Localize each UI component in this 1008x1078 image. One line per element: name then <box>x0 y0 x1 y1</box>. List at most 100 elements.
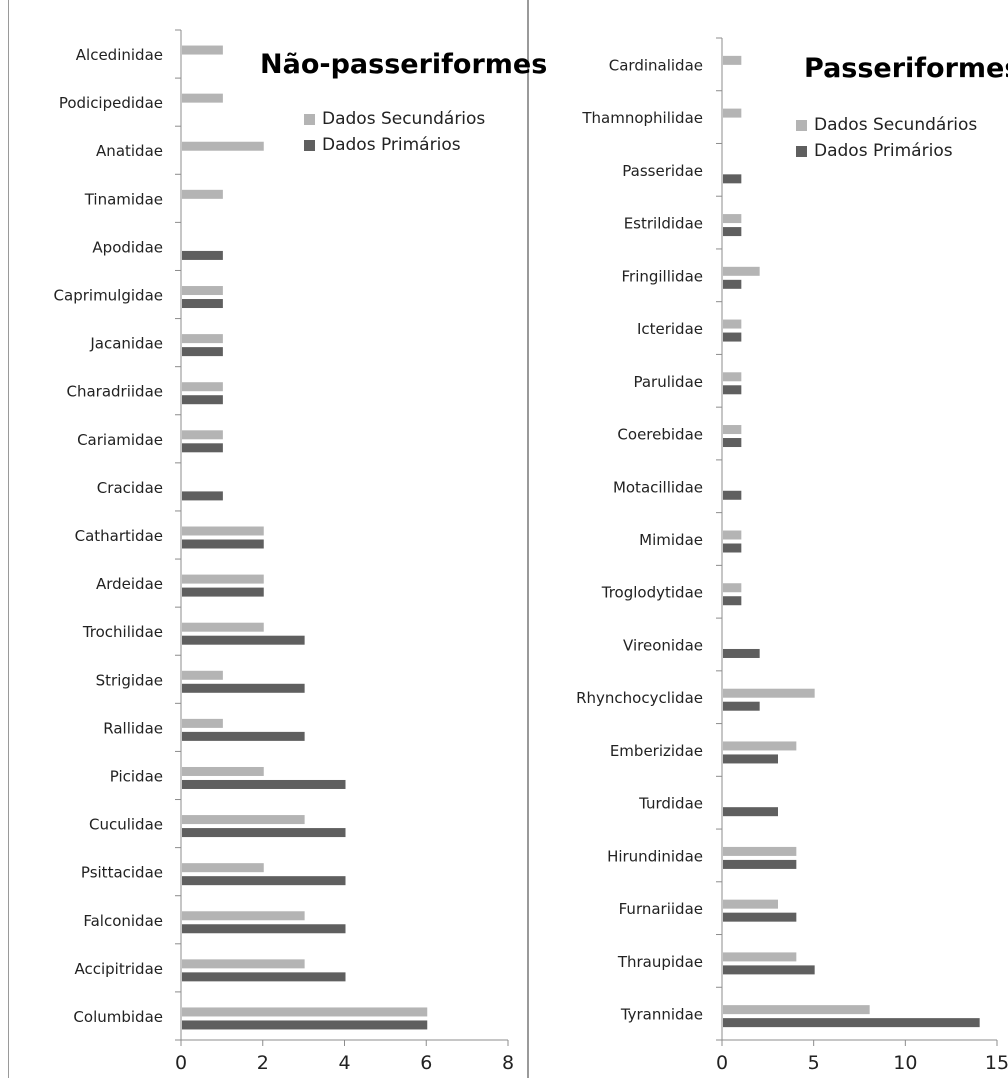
legend-swatch-secondary <box>304 113 315 125</box>
legend-label-secondary: Dados Secundários <box>814 115 978 135</box>
bar-primary <box>182 539 264 549</box>
category-label: Apodidae <box>92 238 163 256</box>
category-label: Icteridae <box>637 320 703 338</box>
legend-item-secondary: Dados Secundários <box>796 112 977 138</box>
x-tick-label: 2 <box>257 1052 269 1074</box>
bar-primary <box>723 227 742 237</box>
bar-primary <box>182 683 305 693</box>
bar-primary <box>182 299 223 309</box>
category-label: Accipitridae <box>74 960 163 978</box>
bar-secondary <box>182 526 264 536</box>
bar-secondary <box>182 382 223 392</box>
bar-secondary <box>723 108 742 118</box>
bar-secondary <box>182 141 264 151</box>
category-label: Rallidae <box>103 719 163 737</box>
x-tick-label: 5 <box>808 1052 820 1074</box>
category-label: Cardinalidae <box>609 56 703 74</box>
bar-secondary <box>182 430 223 440</box>
category-label: Jacanidae <box>89 335 163 353</box>
category-label: Podicipedidae <box>59 94 163 112</box>
left-border <box>8 0 9 1078</box>
x-tick-label: 0 <box>175 1052 187 1074</box>
bar-primary <box>182 731 305 741</box>
legend-swatch-primary <box>304 139 315 151</box>
bar-primary <box>182 972 346 982</box>
bar-primary <box>182 250 223 260</box>
bar-primary <box>182 443 223 453</box>
bar-primary <box>723 543 742 553</box>
bar-secondary <box>723 846 797 856</box>
category-label: Tinamidae <box>84 190 163 208</box>
chart-panel-non-passerines: Alcedinidae Podicipedidae Anatidae Tinamida… <box>54 29 547 1074</box>
x-tick-label: 10 <box>893 1052 917 1074</box>
bar-secondary <box>723 425 742 435</box>
legend-label-secondary: Dados Secundários <box>322 109 486 129</box>
bar-secondary <box>182 815 305 825</box>
legend-item-secondary: Dados Secundários <box>304 106 485 132</box>
category-label: Cariamidae <box>77 431 163 449</box>
bar-secondary <box>182 863 264 873</box>
bar-secondary <box>723 530 742 540</box>
category-label: Furnariidae <box>619 900 703 918</box>
bar-secondary <box>182 622 264 632</box>
bar-secondary <box>723 319 742 329</box>
bar-primary <box>723 174 742 184</box>
category-label: Motacillidae <box>613 478 703 496</box>
category-label: Anatidae <box>96 142 163 160</box>
bar-secondary <box>723 688 815 698</box>
bar-primary <box>723 438 742 448</box>
category-label: Falconidae <box>83 912 163 930</box>
bar-primary <box>723 807 778 817</box>
bar-secondary <box>723 266 760 276</box>
bar-secondary <box>723 899 778 909</box>
bar-primary <box>723 701 760 711</box>
category-label: Fringillidae <box>621 267 703 285</box>
bar-secondary <box>182 766 264 776</box>
x-tick-label: 6 <box>420 1052 432 1074</box>
bar-primary <box>182 1020 428 1030</box>
category-label: Trochilidae <box>82 623 163 641</box>
category-label: Psittacidae <box>81 864 163 882</box>
bar-primary <box>182 828 346 838</box>
category-label: Alcedinidae <box>76 46 163 64</box>
x-tick-label: 0 <box>716 1052 728 1074</box>
category-label: Picidae <box>110 767 163 785</box>
bar-primary <box>723 859 797 869</box>
category-label: Coerebidae <box>617 426 703 444</box>
bar-secondary <box>723 1005 870 1015</box>
bar-secondary <box>182 93 223 103</box>
bar-primary <box>182 587 264 597</box>
bar-secondary <box>723 583 742 593</box>
bar-primary <box>723 385 742 395</box>
legend: Dados Secundários Dados Primários <box>304 106 485 158</box>
category-label: Thamnophilidae <box>581 109 703 127</box>
category-label: Cracidae <box>97 479 163 497</box>
category-label: Caprimulgidae <box>54 287 163 305</box>
bar-primary <box>723 912 797 922</box>
category-label: Mimidae <box>639 531 703 549</box>
bar-secondary <box>182 670 223 680</box>
chart-non-passerines: Alcedinidae Podicipedidae Anatidae Tinamida… <box>54 29 514 1074</box>
bar-secondary <box>723 55 742 65</box>
bar-secondary <box>182 718 223 728</box>
category-label: Rhynchocyclidae <box>576 689 703 707</box>
bar-secondary <box>182 334 223 344</box>
bar-primary <box>723 279 742 289</box>
bar-secondary <box>182 45 223 55</box>
bar-primary <box>723 596 742 606</box>
category-label: Strigidae <box>96 671 163 689</box>
bar-primary <box>182 779 346 789</box>
chart-title: Passeriformes <box>804 53 1008 84</box>
category-label: Thraupidae <box>617 953 703 971</box>
category-label: Emberizidae <box>610 742 703 760</box>
bar-secondary <box>182 574 264 584</box>
legend-label-primary: Dados Primários <box>814 141 953 161</box>
legend-swatch-primary <box>796 145 807 157</box>
bar-secondary <box>182 189 223 199</box>
chart-panel-passerines: Cardinalidae Thamnophilidae Passeridae Estr… <box>530 0 1008 1078</box>
bar-secondary <box>723 952 797 962</box>
bar-secondary <box>182 1007 428 1017</box>
bar-secondary <box>723 214 742 224</box>
bar-secondary <box>723 741 797 751</box>
category-label: Estrildidae <box>624 215 703 233</box>
